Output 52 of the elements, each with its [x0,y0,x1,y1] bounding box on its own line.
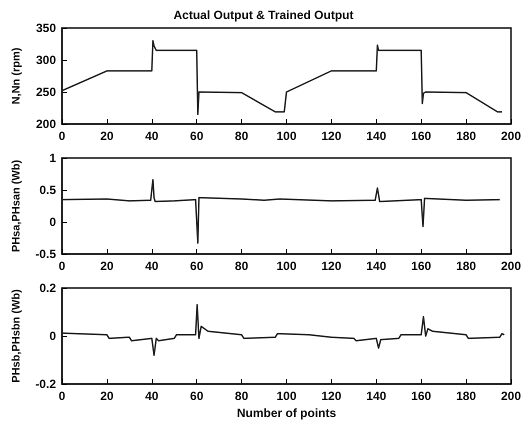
y-axis-title: PHsb,PHsbn (Wb) [10,288,22,383]
x-tick-label: 200 [500,129,522,143]
y-tick-label: 200 [36,117,56,131]
y-axis-title: PHsa,PHsan (Wb) [10,160,22,252]
x-tick-label: 80 [234,259,249,273]
x-tick-label: 0 [58,259,66,273]
y-tick-label: 0 [49,329,56,343]
x-tick-label: 80 [234,129,249,143]
line-series [61,179,501,244]
x-tick-label: 20 [100,259,114,273]
x-tick-label: 140 [366,129,387,143]
y-tick-label: 250 [36,85,56,99]
y-tick-label: 0.5 [39,183,56,197]
y-tick-label: 0.2 [39,281,56,295]
y-axis-title: N,Nn (rpm) [10,47,22,104]
x-axis-title: Number of points [236,406,336,420]
y-tick-label: -0.2 [35,377,56,391]
x-tick-label: 0 [58,389,66,403]
y-tick-label: -0.5 [35,247,56,261]
x-tick-label: 120 [321,129,342,143]
x-tick-label: 20 [100,389,114,403]
x-tick-label: 20 [100,129,114,143]
x-tick-label: 160 [411,129,432,143]
x-tick-label: 100 [276,389,297,403]
x-tick-label: 160 [411,389,432,403]
y-tick-label: 350 [36,21,56,35]
x-tick-label: 120 [321,389,342,403]
x-tick-label: 180 [456,129,476,143]
x-tick-label: 200 [500,389,522,403]
x-tick-label: 60 [190,259,204,273]
x-tick-label: 100 [276,129,297,143]
x-tick-label: 100 [276,259,297,273]
x-tick-label: 180 [456,389,476,403]
x-tick-label: 40 [145,129,159,143]
x-tick-label: 140 [366,259,387,273]
x-tick-label: 180 [456,259,476,273]
x-tick-label: 40 [145,259,159,273]
y-tick-label: 1 [49,151,56,165]
x-tick-label: 40 [145,389,159,403]
x-tick-label: 140 [366,389,387,403]
x-tick-label: 80 [234,389,249,403]
x-tick-label: 200 [500,259,522,273]
x-tick-label: 120 [321,259,342,273]
y-tick-label: 300 [36,53,56,67]
line-series [61,304,506,356]
x-tick-label: 160 [411,259,432,273]
y-tick-label: 0 [49,215,56,229]
x-tick-label: 60 [190,129,204,143]
x-tick-label: 60 [190,389,204,403]
x-tick-label: 0 [58,129,66,143]
chart-title: Actual Output & Trained Output [174,8,354,22]
line-series [61,40,503,116]
